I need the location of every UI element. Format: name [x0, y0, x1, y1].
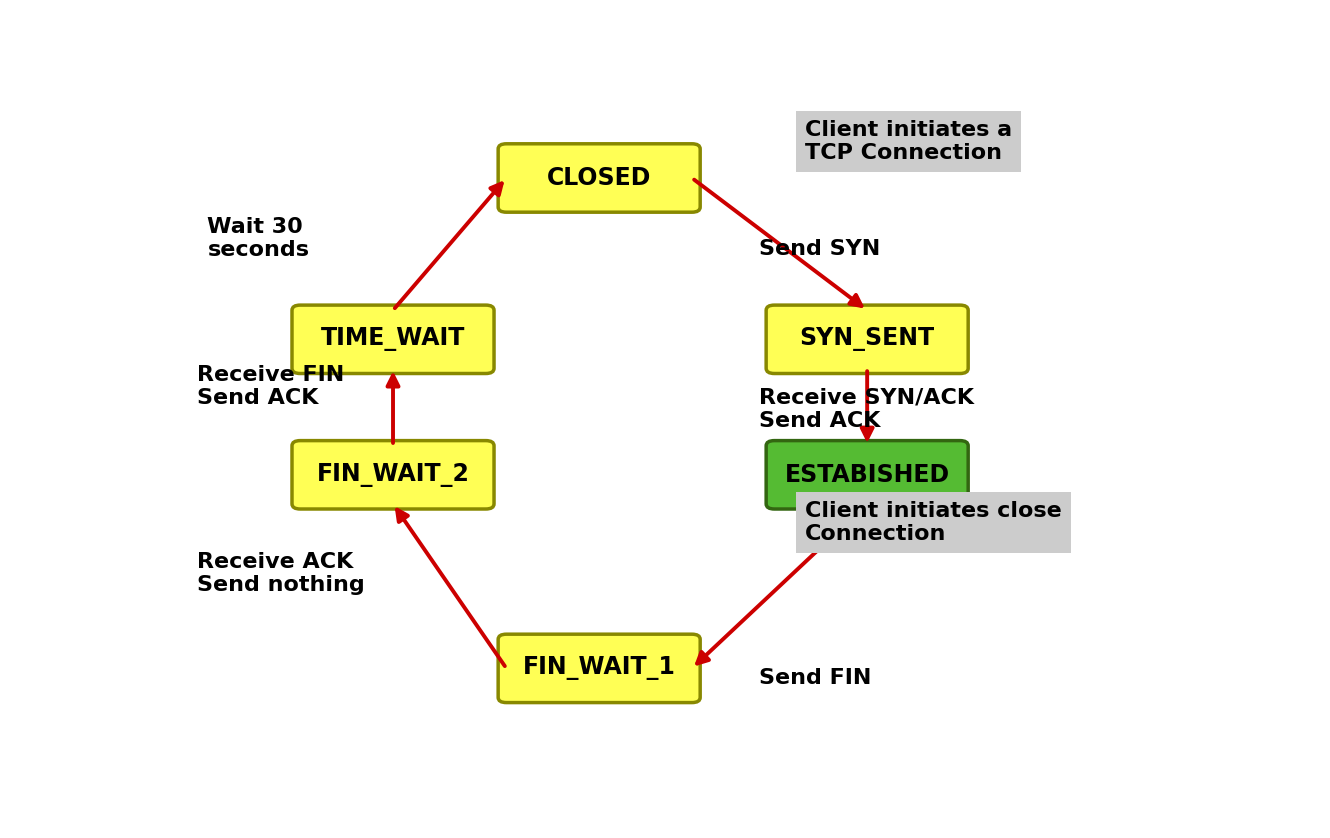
Text: Receive FIN
Send ACK: Receive FIN Send ACK	[197, 365, 344, 408]
Text: Send SYN: Send SYN	[759, 239, 880, 259]
Text: Client initiates a
TCP Connection: Client initiates a TCP Connection	[806, 120, 1012, 163]
FancyBboxPatch shape	[293, 305, 493, 374]
Text: FIN_WAIT_2: FIN_WAIT_2	[317, 463, 469, 487]
Text: Receive ACK
Send nothing: Receive ACK Send nothing	[197, 552, 364, 596]
FancyBboxPatch shape	[499, 144, 700, 212]
Text: FIN_WAIT_1: FIN_WAIT_1	[523, 656, 676, 680]
FancyBboxPatch shape	[499, 634, 700, 702]
Text: SYN_SENT: SYN_SENT	[799, 328, 935, 351]
Text: Client initiates close
Connection: Client initiates close Connection	[806, 500, 1063, 544]
Text: Send FIN: Send FIN	[759, 668, 871, 688]
Text: ESTABISHED: ESTABISHED	[785, 463, 950, 487]
FancyBboxPatch shape	[766, 305, 968, 374]
FancyBboxPatch shape	[766, 441, 968, 509]
Text: Wait 30
seconds: Wait 30 seconds	[207, 217, 310, 260]
Text: TIME_WAIT: TIME_WAIT	[321, 328, 465, 351]
FancyBboxPatch shape	[293, 441, 493, 509]
Text: Receive SYN/ACK
Send ACK: Receive SYN/ACK Send ACK	[759, 388, 974, 431]
Text: CLOSED: CLOSED	[547, 166, 652, 190]
